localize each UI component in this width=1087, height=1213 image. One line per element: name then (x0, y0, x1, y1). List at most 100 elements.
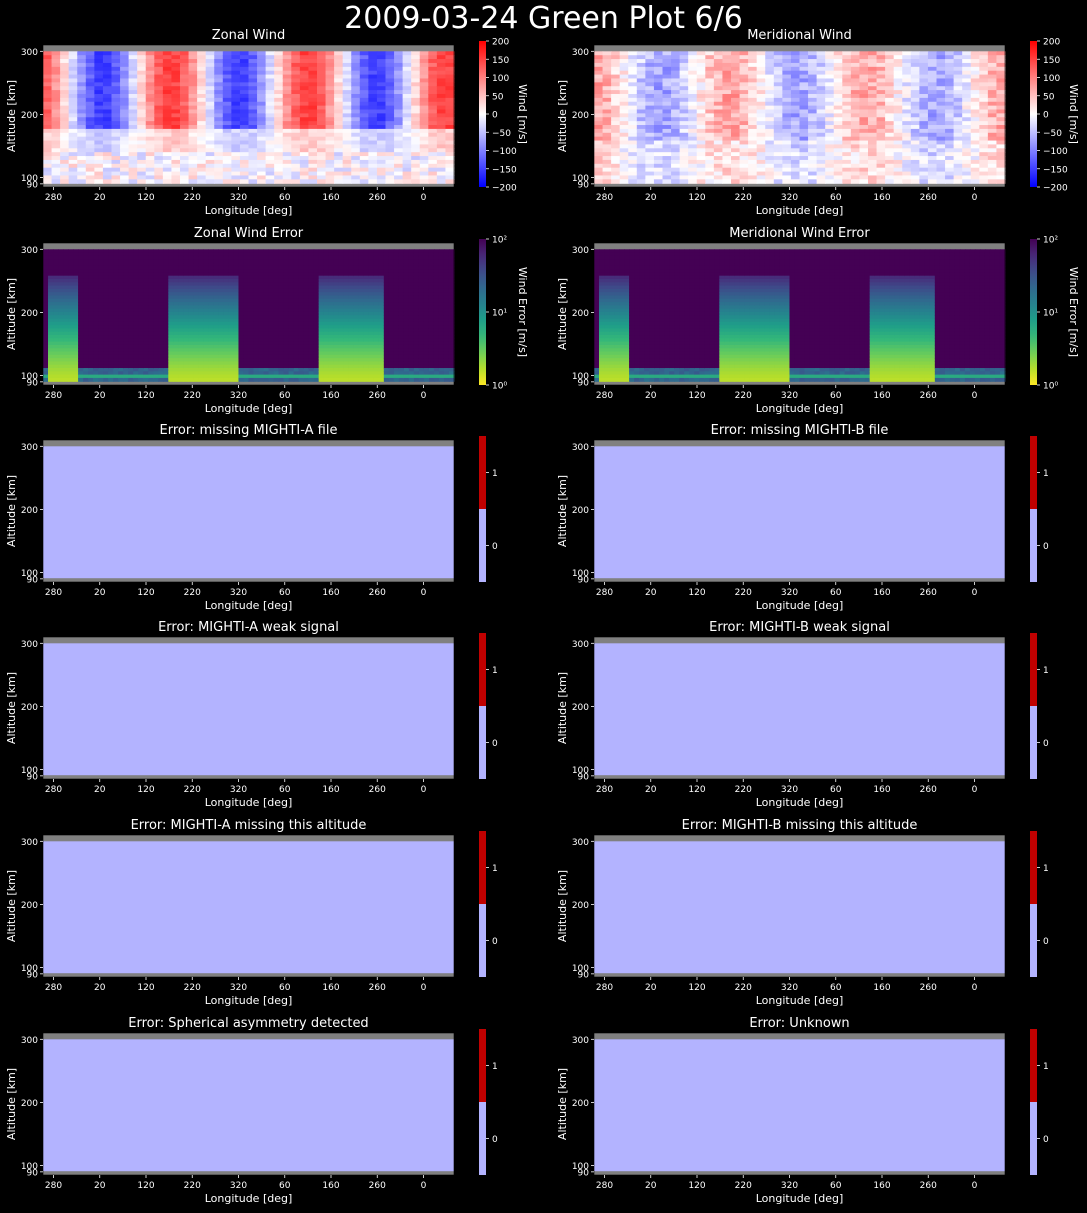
heatmap-cell (188, 285, 194, 290)
heatmap-cell (43, 335, 49, 339)
heatmap-cell (98, 275, 104, 280)
heatmap-cell (188, 109, 198, 114)
colorbar-tick-label: 0 (492, 111, 498, 121)
heatmap-cell (850, 152, 861, 157)
heatmap-cell (594, 62, 604, 68)
heatmap-cell (756, 70, 766, 76)
heatmap-cell (51, 125, 61, 130)
heatmap-cell (816, 171, 826, 177)
heatmap-cell (173, 344, 179, 349)
heatmap-cell (696, 105, 706, 111)
heatmap-cell (222, 105, 232, 111)
heatmap-cell (63, 364, 69, 369)
heatmap-cell (351, 78, 361, 83)
heatmap-cell (945, 128, 955, 134)
heatmap-cell (713, 66, 724, 72)
heatmap-cell (93, 298, 99, 303)
heatmap-cell (128, 364, 134, 369)
heatmap-cell (773, 62, 783, 68)
heatmap-cell (173, 269, 179, 273)
heatmap-cell (308, 167, 318, 173)
heatmap-cell (88, 302, 94, 306)
heatmap-cell (902, 128, 912, 134)
heatmap-cell (173, 272, 179, 277)
heatmap-cell (816, 113, 826, 118)
heatmap-cell (133, 282, 139, 287)
heatmap-cell (722, 163, 732, 169)
heatmap-cell (628, 121, 638, 126)
heatmap-cell (188, 259, 194, 264)
heatmap-cell (158, 255, 164, 260)
heatmap-cell (671, 113, 681, 118)
heatmap-cell (118, 364, 124, 369)
heatmap-cell (790, 159, 801, 165)
heatmap-cell (376, 78, 387, 83)
heatmap-cell (756, 78, 766, 83)
heatmap-cell (193, 331, 199, 336)
heatmap-cell (218, 335, 225, 339)
heatmap-cell (213, 348, 220, 353)
heatmap-cell (419, 163, 429, 169)
heatmap-cell (120, 121, 130, 126)
heatmap-cell (602, 55, 612, 60)
heatmap-cell (765, 101, 775, 107)
x-tick-label: 60 (279, 193, 291, 203)
heatmap-cell (133, 305, 139, 310)
heatmap-cell (138, 305, 144, 310)
heatmap-cell (645, 132, 655, 138)
heatmap-cell (63, 341, 69, 346)
heatmap-cell (77, 144, 87, 149)
heatmap-cell (145, 128, 155, 134)
heatmap-cell (445, 175, 455, 180)
heatmap-cell (385, 167, 395, 173)
heatmap-cell (653, 128, 664, 134)
heatmap-cell (180, 128, 190, 134)
heatmap-cell (248, 128, 258, 134)
heatmap-cell (158, 278, 164, 283)
heatmap-cell (602, 59, 612, 64)
heatmap-cell (98, 361, 104, 366)
heatmap-cell (987, 144, 998, 149)
heatmap-cell (248, 167, 258, 173)
heatmap-cell (120, 144, 130, 149)
heatmap-cell (248, 117, 258, 122)
heatmap-cell (619, 121, 629, 126)
heatmap-cell (203, 269, 210, 273)
heatmap-cell (816, 101, 826, 107)
heatmap-cell (60, 93, 70, 99)
heatmap-cell (137, 66, 147, 72)
heatmap-cell (73, 354, 79, 359)
heatmap-cell (123, 331, 129, 336)
heatmap-cell (611, 93, 621, 99)
heatmap-cell (171, 171, 181, 177)
heatmap-cell (208, 354, 215, 359)
heatmap-cell (188, 298, 194, 303)
heatmap-cell (936, 128, 946, 134)
heatmap-cell (145, 152, 155, 157)
heatmap-cell (919, 82, 929, 87)
heatmap-cell (705, 93, 715, 99)
heatmap-cell (102, 62, 113, 68)
heatmap-cell (859, 113, 869, 118)
heatmap-cell (876, 121, 886, 126)
heatmap-cell (850, 140, 861, 146)
heatmap-cell (43, 90, 53, 95)
heatmap-cell (739, 51, 749, 56)
heatmap-cell (58, 278, 64, 283)
heatmap-cell (953, 101, 963, 107)
heatmap-cell (953, 113, 963, 118)
heatmap-cell (222, 78, 232, 83)
heatmap-cell (208, 302, 215, 306)
heatmap-cell (180, 171, 190, 177)
y-tick-label: 100 (21, 174, 38, 184)
heatmap-cell (223, 321, 230, 326)
heatmap-cell (162, 125, 173, 130)
heatmap-cell (334, 105, 344, 111)
heatmap-cell (705, 171, 715, 177)
heatmap-cell (782, 159, 792, 165)
heatmap-cell (143, 311, 149, 316)
heatmap-cell (970, 117, 980, 122)
heatmap-cell (208, 348, 215, 353)
heatmap-cell (223, 292, 230, 297)
heatmap-cell (282, 128, 292, 134)
